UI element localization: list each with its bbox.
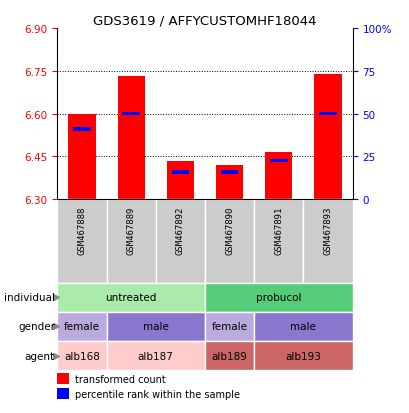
Bar	[216, 166, 243, 199]
Title: GDS3619 / AFFYCUSTOMHF18044: GDS3619 / AFFYCUSTOMHF18044	[93, 15, 316, 28]
Bar	[166, 161, 193, 199]
Bar	[314, 74, 341, 199]
Text: GSM467892: GSM467892	[175, 206, 184, 254]
Bar	[204, 283, 352, 312]
Bar	[122, 112, 139, 116]
Text: alb168: alb168	[64, 351, 100, 361]
Text: male: male	[142, 322, 169, 332]
Text: GSM467889: GSM467889	[126, 206, 135, 254]
Bar	[254, 341, 352, 370]
Bar	[204, 199, 254, 283]
Bar	[117, 77, 144, 199]
Bar	[319, 112, 336, 116]
Text: alb187: alb187	[137, 351, 173, 361]
Bar	[57, 199, 106, 283]
Text: GSM467893: GSM467893	[323, 206, 332, 254]
Bar	[171, 171, 189, 174]
Bar	[106, 199, 155, 283]
Bar	[57, 341, 106, 370]
Text: alb189: alb189	[211, 351, 247, 361]
Bar	[204, 341, 254, 370]
Text: GSM467891: GSM467891	[274, 206, 283, 254]
Bar	[265, 153, 292, 199]
Text: untreated: untreated	[105, 292, 157, 303]
Text: gender: gender	[18, 322, 55, 332]
Bar	[57, 389, 69, 399]
Bar	[73, 128, 90, 132]
Text: GSM467890: GSM467890	[225, 206, 234, 254]
Bar	[270, 159, 287, 163]
Bar	[57, 312, 106, 341]
Bar	[204, 312, 254, 341]
Text: transformed count: transformed count	[75, 374, 166, 384]
Text: alb193: alb193	[285, 351, 321, 361]
Bar	[220, 171, 238, 174]
Bar	[303, 199, 352, 283]
Text: percentile rank within the sample: percentile rank within the sample	[75, 389, 240, 399]
Bar	[57, 283, 204, 312]
Text: individual: individual	[4, 292, 55, 303]
Text: female: female	[211, 322, 247, 332]
Text: female: female	[64, 322, 100, 332]
Bar	[254, 312, 352, 341]
Text: probucol: probucol	[256, 292, 301, 303]
Text: male: male	[290, 322, 316, 332]
Bar	[57, 373, 69, 384]
Bar	[68, 114, 95, 199]
Bar	[106, 312, 204, 341]
Text: GSM467888: GSM467888	[77, 206, 86, 254]
Text: agent: agent	[25, 351, 55, 361]
Bar	[254, 199, 303, 283]
Bar	[155, 199, 204, 283]
Bar	[106, 341, 204, 370]
